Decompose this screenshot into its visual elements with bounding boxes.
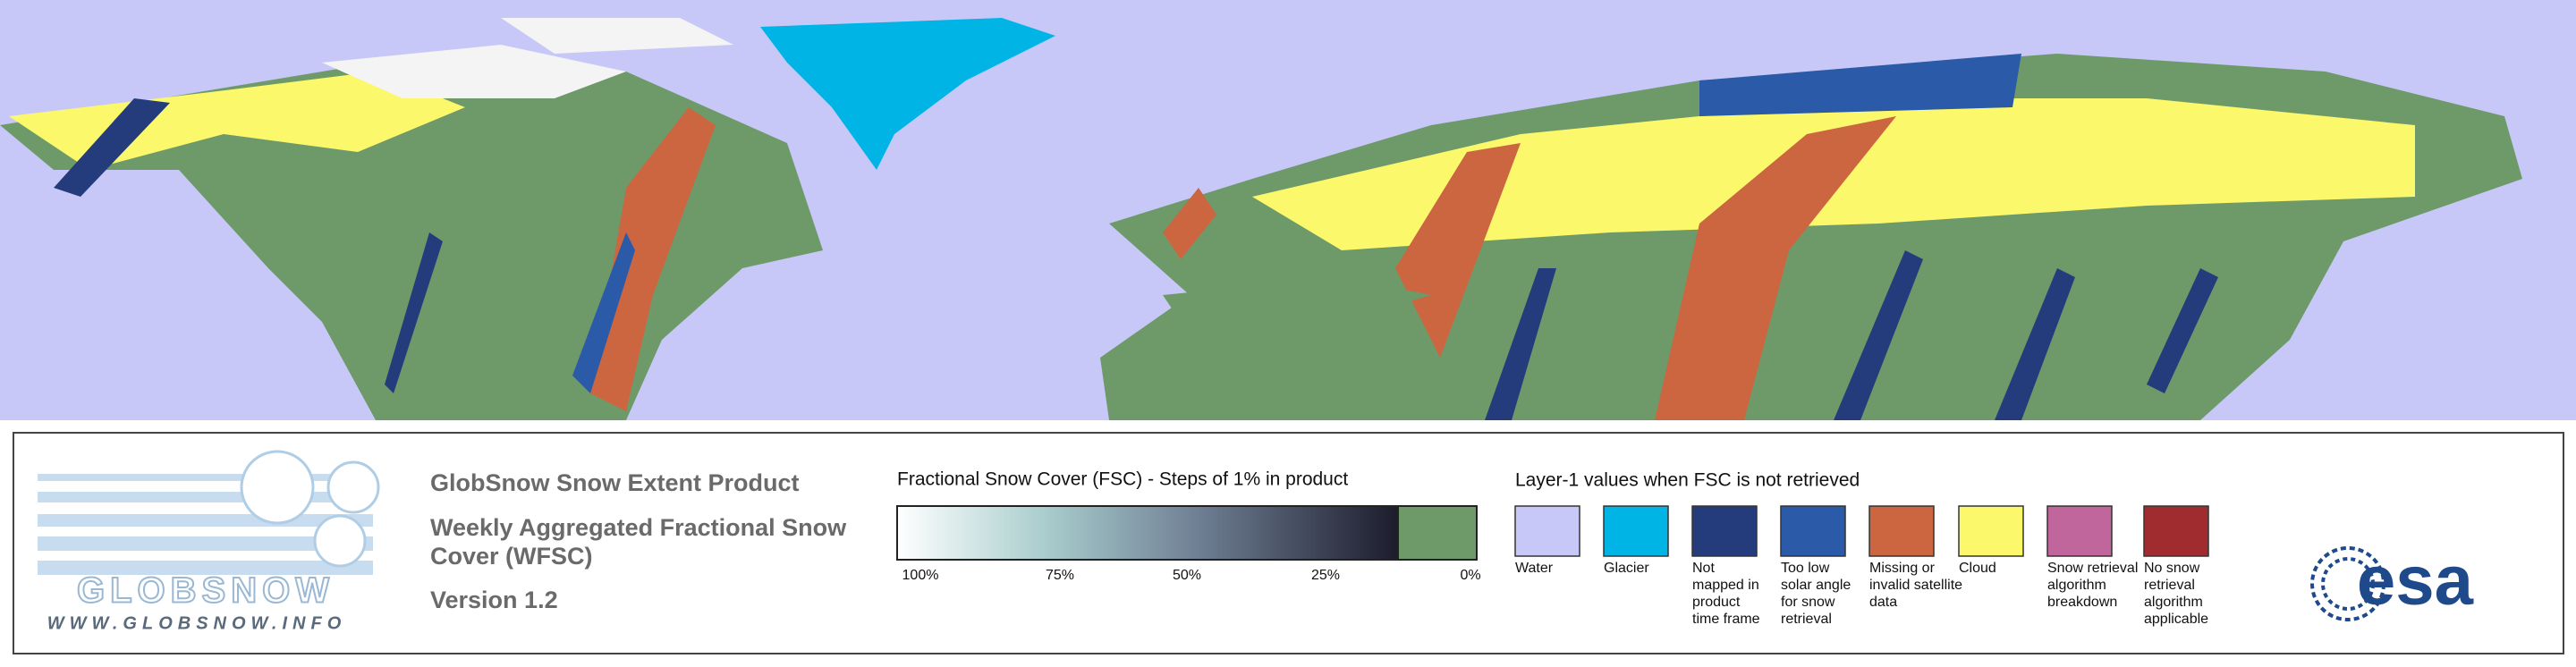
legend-label: Cloud [1959,561,1996,576]
layer1-legend: Water Glacier Not mapped in product time fram… [1514,505,2209,627]
legend-label: Water [1515,561,1554,576]
legend-swatch [2046,505,2113,557]
legend-label: data [1869,595,1897,610]
legend-label: Missing or [1869,561,1936,576]
legend-label: product [1692,595,1741,610]
legend-label: for snow [1781,595,1835,610]
esa-logo: esa [2310,541,2474,621]
legend-swatch [2143,505,2209,557]
fsc-tick-label: 50% [1173,568,1201,583]
legend-swatch [1780,505,1846,557]
legend-label: breakdown [2047,595,2117,610]
legend-label: time frame [1692,612,1760,627]
esa-wordmark: esa [2357,541,2474,620]
product-title: GlobSnow Snow Extent Product [430,469,800,496]
fsc-tick-label: 75% [1046,568,1074,583]
snow-map [0,0,2576,420]
legend-label: solar angle [1781,578,1851,593]
logo-url: WWW.GLOBSNOW.INFO [47,613,347,633]
product-subtitle: Cover (WFSC) [430,543,593,570]
logo-name: GLOBSNOW [77,571,335,611]
legend-label: Not [1692,561,1715,576]
legend-label: Glacier [1604,561,1649,576]
legend-label: algorithm [2047,578,2106,593]
legend-swatch [1514,505,1580,557]
legend-label: Snow retrieval [2047,561,2138,576]
legend-swatch [1868,505,1935,557]
legend-label: No snow [2144,561,2200,576]
legend-label: invalid satellite [1869,578,1962,593]
legend-swatch [1691,505,1758,557]
fsc-tick-label: 25% [1311,568,1340,583]
fsc-zero-swatch [1397,505,1478,561]
legend-label: Too low [1781,561,1830,576]
fsc-legend-title: Fractional Snow Cover (FSC) - Steps of 1… [897,469,1348,490]
legend-label: mapped in [1692,578,1759,593]
fsc-tick-label: 0% [1460,568,1480,583]
fsc-tick-label: 100% [902,568,939,583]
legend-swatch [1603,505,1669,557]
layer1-legend-title: Layer-1 values when FSC is not retrieved [1515,470,1860,491]
legend-swatch [1958,505,2024,557]
legend-label: applicable [2144,612,2208,627]
fsc-ticks: 100% 75% 50% 25% 0% [902,568,1481,583]
legend-label: algorithm [2144,595,2203,610]
version: Version 1.2 [430,587,558,613]
product-subtitle: Weekly Aggregated Fractional Snow [430,514,847,541]
globsnow-logo: GLOBSNOW WWW.GLOBSNOW.INFO [38,450,380,633]
fsc-gradient [896,505,1399,561]
legend-label: retrieval [2144,578,2195,593]
legend-label: retrieval [1781,612,1832,627]
